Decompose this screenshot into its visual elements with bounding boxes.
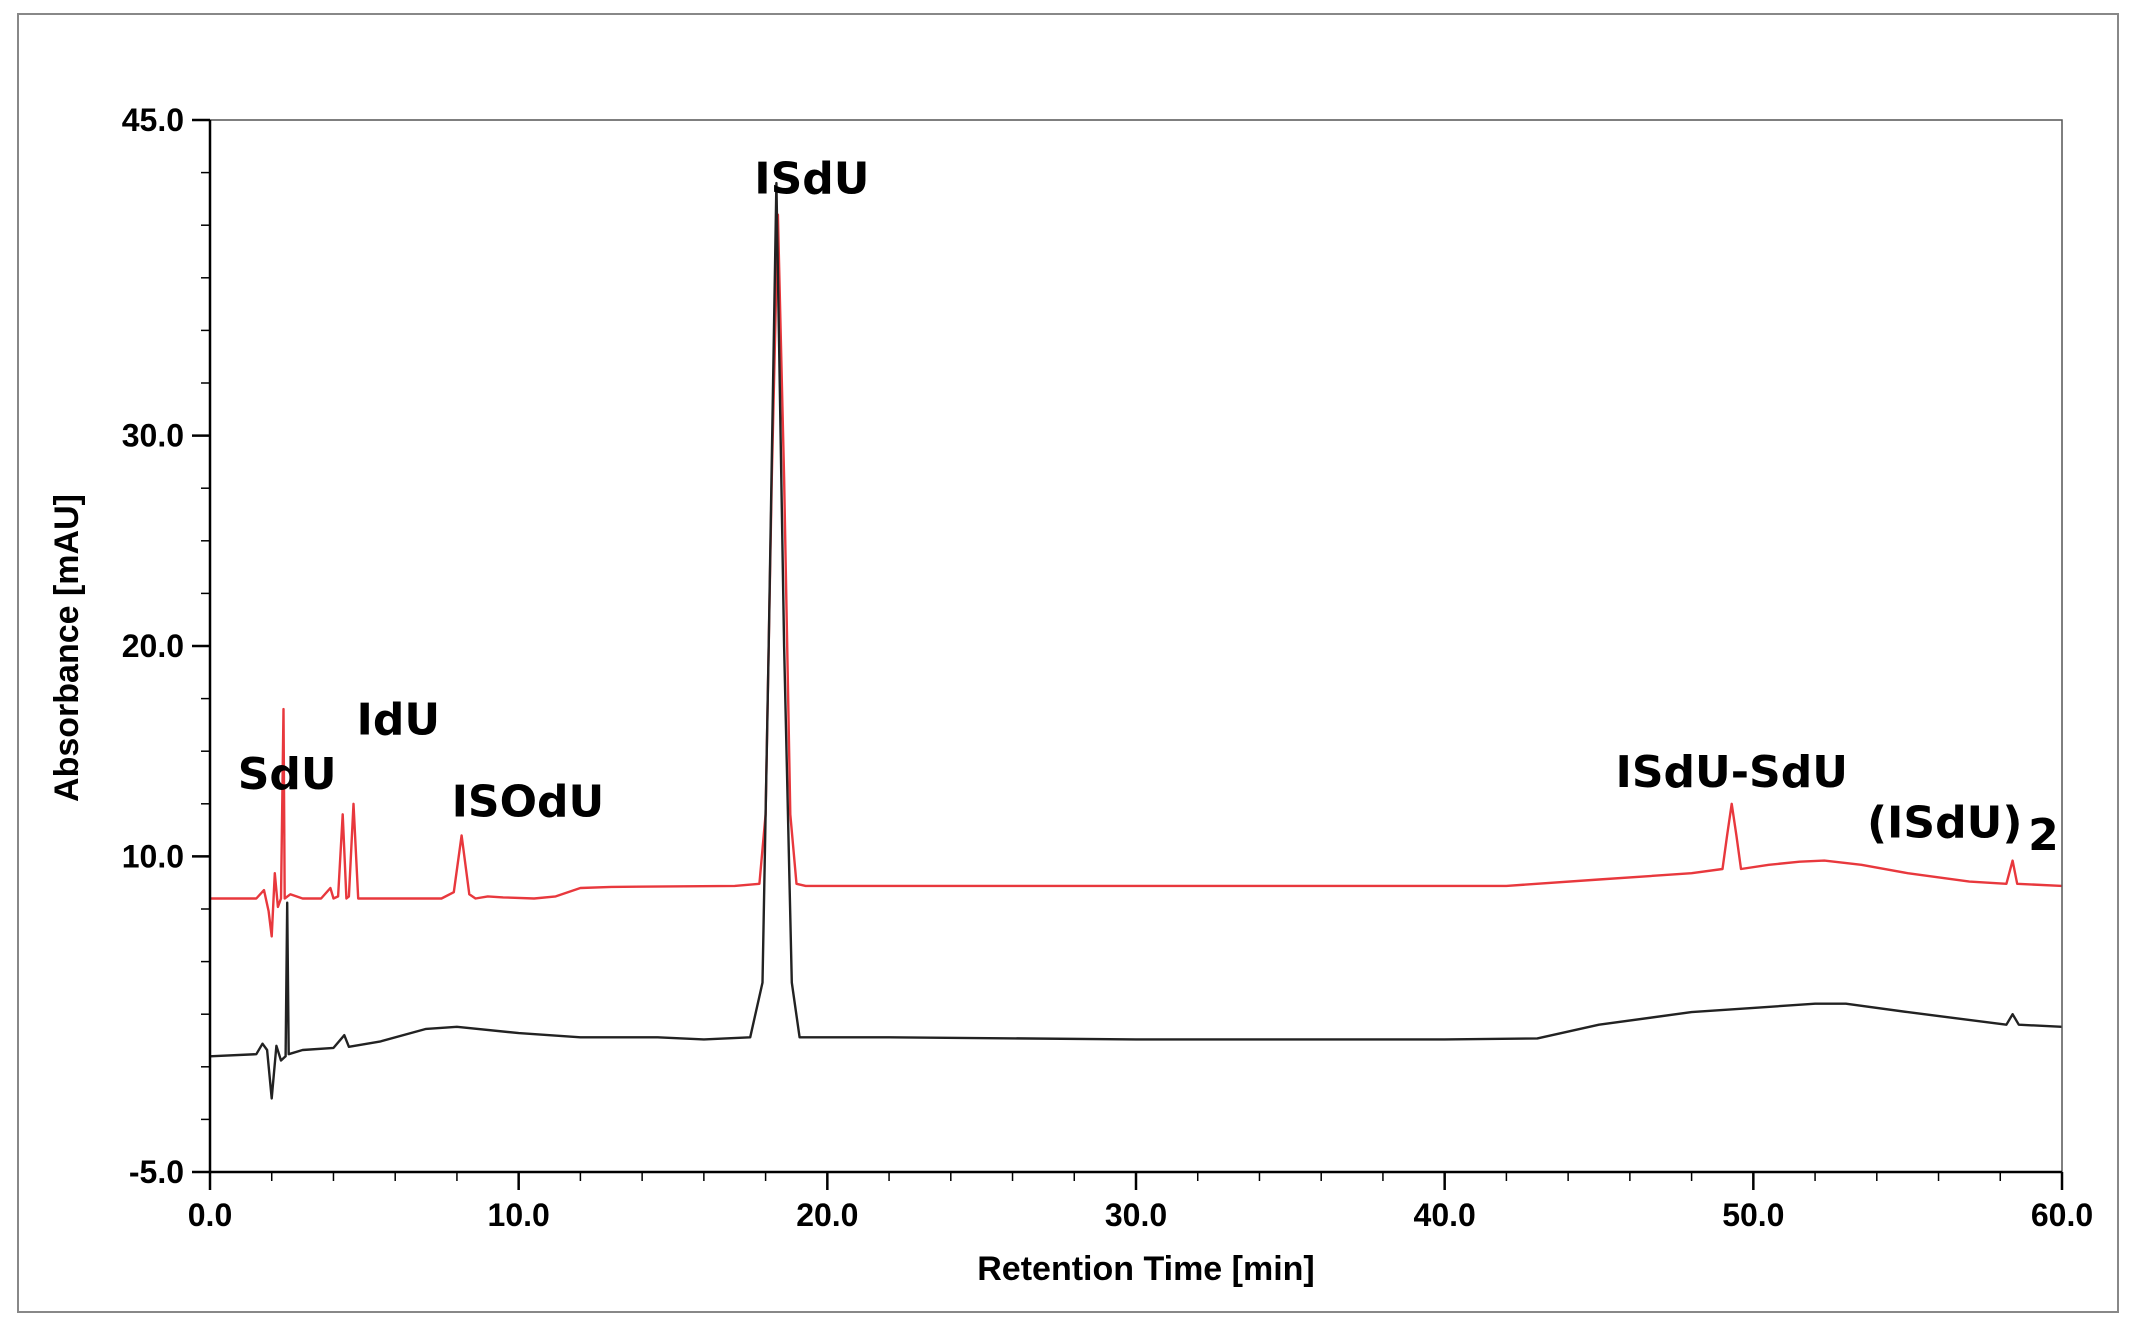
peak-label: SdU bbox=[238, 749, 337, 800]
y-axis-title: Absorbance [mAU] bbox=[48, 494, 86, 802]
x-tick-label: 60.0 bbox=[2031, 1197, 2093, 1233]
x-tick-label: 40.0 bbox=[1414, 1197, 1476, 1233]
peak-label: IdU bbox=[356, 694, 440, 745]
peak-label: 2 bbox=[2028, 810, 2059, 861]
y-tick-label: 30.0 bbox=[122, 418, 184, 454]
axes: -5.0 10.0 20.0 30.0 45.0 0.0 10.0 20.0 30.0 40.0 5… bbox=[122, 102, 2093, 1233]
peak-label: (ISdU) bbox=[1867, 797, 2023, 848]
series-line-2 bbox=[209, 181, 2063, 1100]
peak-label: ISOdU bbox=[452, 776, 605, 827]
peak-label: ISdU bbox=[754, 154, 869, 205]
figure-frame bbox=[17, 13, 2119, 1313]
y-tick-label: 10.0 bbox=[122, 838, 184, 874]
y-tick-label: -5.0 bbox=[129, 1154, 184, 1190]
x-tick-label: 20.0 bbox=[796, 1197, 858, 1233]
x-tick-label: 30.0 bbox=[1105, 1197, 1167, 1233]
x-tick-label: 10.0 bbox=[488, 1197, 550, 1233]
x-tick-label: 50.0 bbox=[1722, 1197, 1784, 1233]
y-tick-label: 20.0 bbox=[122, 628, 184, 664]
peak-label: ISdU-SdU bbox=[1615, 747, 1847, 798]
y-tick-label: 45.0 bbox=[122, 102, 184, 138]
x-axis-title: Retention Time [min] bbox=[977, 1250, 1315, 1288]
series-line-1 bbox=[210, 213, 2063, 938]
x-tick-label: 0.0 bbox=[188, 1197, 232, 1233]
plot-area bbox=[209, 181, 2063, 1100]
